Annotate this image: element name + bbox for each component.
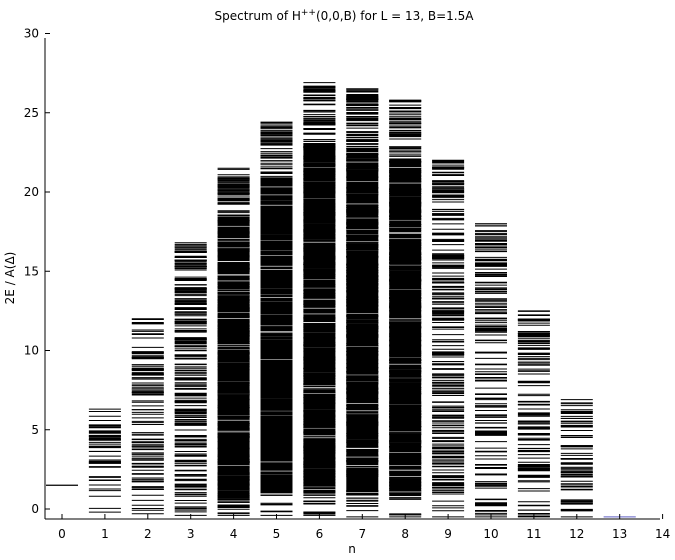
chart-title-main: Spectrum of H	[215, 9, 301, 23]
levels-n-7	[346, 88, 379, 518]
levels-n-8	[389, 99, 422, 518]
y-tick-label-0: 0	[31, 502, 39, 516]
levels-n-4	[217, 167, 250, 516]
chart-title-rest: (0,0,B) for L = 13, B=1.5A	[316, 9, 474, 23]
x-tick-label-8: 8	[401, 527, 409, 541]
levels-n-3	[174, 242, 207, 516]
x-axis-label: n	[348, 542, 356, 556]
x-tick-label-4: 4	[230, 527, 238, 541]
y-tick-label-30: 30	[24, 27, 39, 41]
chart-title-superscript: ++	[301, 8, 316, 18]
x-tick-label-11: 11	[526, 527, 541, 541]
y-tick-label-5: 5	[31, 423, 39, 437]
x-tick-label-1: 1	[101, 527, 109, 541]
x-tick-label-13: 13	[612, 527, 627, 541]
y-tick-label-10: 10	[24, 344, 39, 358]
x-tick-label-9: 9	[444, 527, 452, 541]
levels-n-2	[131, 318, 164, 515]
x-tick-label-5: 5	[273, 527, 281, 541]
y-tick-label-20: 20	[24, 185, 39, 199]
x-tick-label-0: 0	[58, 527, 66, 541]
level-band-n-4	[217, 216, 250, 498]
levels-n-1	[88, 408, 121, 513]
levels-n-5	[260, 121, 293, 516]
x-tick-label-3: 3	[187, 527, 195, 541]
x-tick-label-6: 6	[316, 527, 324, 541]
x-tick-label-14: 14	[655, 527, 670, 541]
levels-n-10	[475, 223, 507, 518]
energy-levels	[46, 82, 636, 518]
levels-n-9	[432, 159, 465, 518]
levels-n-12	[560, 399, 593, 518]
y-axis-label: 2E / A(Δ)	[3, 252, 17, 305]
x-tick-label-2: 2	[144, 527, 152, 541]
levels-n-11	[517, 310, 550, 518]
chart-title: Spectrum of H++(0,0,B) for L = 13, B=1.5…	[215, 8, 475, 23]
x-tick-label-7: 7	[358, 527, 366, 541]
x-tick-label-10: 10	[483, 527, 498, 541]
y-tick-label-15: 15	[24, 264, 39, 278]
y-tick-label-25: 25	[24, 106, 39, 120]
x-tick-label-12: 12	[569, 527, 584, 541]
levels-n-6	[303, 82, 336, 516]
